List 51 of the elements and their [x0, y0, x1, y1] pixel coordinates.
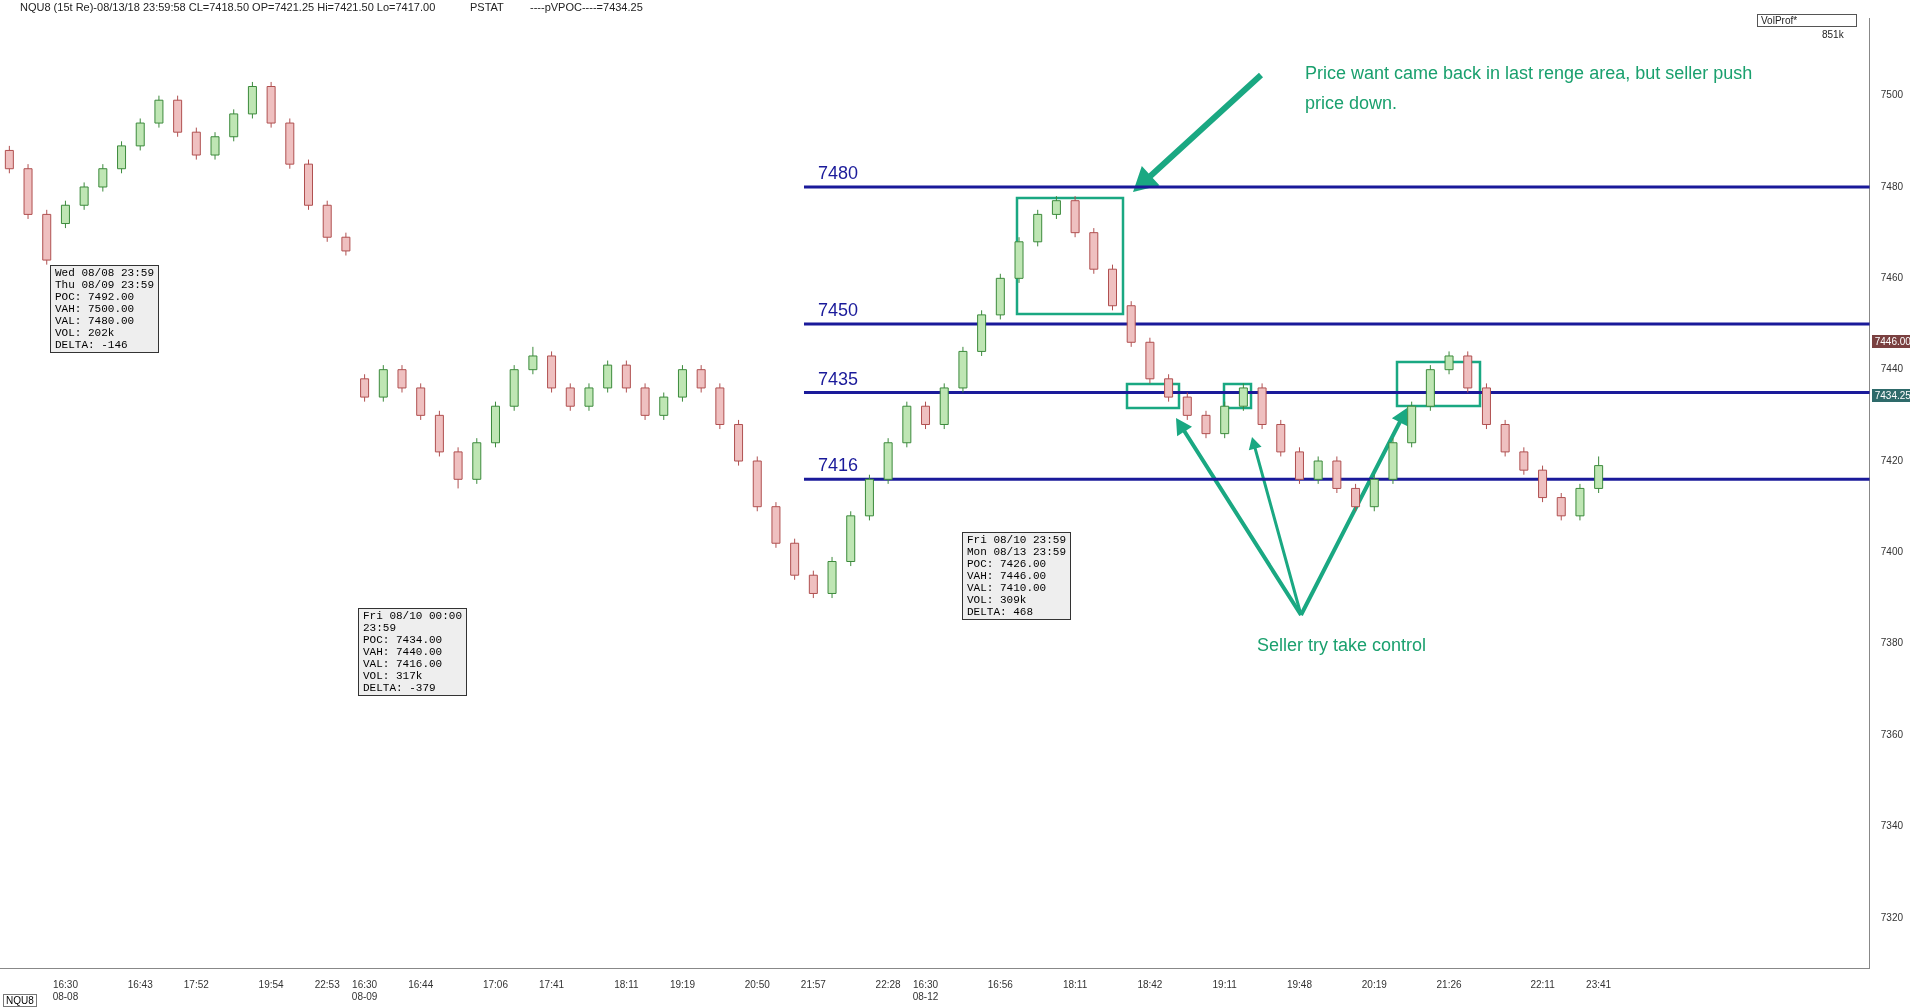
- x-tick-label: 20:50: [744, 978, 771, 990]
- x-tick-label: 16:56: [987, 978, 1014, 990]
- x-tick-label: 22:53: [314, 978, 341, 990]
- chart-title: NQU8 (15t Re)-08/13/18 23:59:58 CL=7418.50 OP=7421.25 Hi=7421.50 Lo=7417.00: [20, 1, 436, 13]
- ref-line-label: 7450: [817, 300, 859, 321]
- y-tick-label: 7480: [1880, 180, 1904, 192]
- x-tick-label: 17:52: [183, 978, 210, 990]
- x-tick-label: 16:30 08-12: [912, 978, 939, 1002]
- x-tick-label: 16:30 08-08: [52, 978, 79, 1002]
- annotation: 7434.25: [1871, 388, 1910, 402]
- x-tick-label: 18:11: [614, 978, 639, 990]
- annotation: Wed 08/08 23:59 Thu 08/09 23:59 POC: 7492.00 VAH: 7500.00 VAL: 7480.00 VOL: 202k DELTA: -146: [50, 265, 160, 353]
- x-tick-label: 18:11: [1062, 978, 1088, 990]
- y-tick-label: 7460: [1880, 272, 1904, 284]
- y-tick-label: 7320: [1880, 911, 1904, 923]
- text: NQU8: [3, 994, 37, 1007]
- ref-line-label: 7435: [817, 368, 859, 389]
- x-tick-label: 18:42: [1137, 978, 1163, 990]
- x-tick-label: 19:48: [1286, 978, 1313, 990]
- x-tick-label: 16:43: [127, 978, 154, 990]
- annotation: 7446.00: [1871, 335, 1910, 349]
- annotation: VolProf*: [1757, 14, 1857, 27]
- annotation: Fri 08/10 00:00 23:59 POC: 7434.00 VAH: 7440.00 VAL: 7416.00 VOL: 317k DELTA: -379: [358, 608, 468, 696]
- x-tick-label: 17:06: [482, 978, 509, 990]
- y-tick-label: 7340: [1880, 820, 1904, 832]
- y-tick-label: 7420: [1880, 454, 1904, 466]
- annotation: Fri 08/10 23:59 Mon 08/13 23:59 POC: 7426.00 VAH: 7446.00 VAL: 7410.00 VOL: 309k DELTA: 468: [962, 532, 1072, 620]
- text: PSTAT: [470, 1, 504, 13]
- x-tick-label: 16:44: [408, 978, 434, 990]
- y-tick-label: 7440: [1880, 363, 1904, 375]
- x-tick-label: 19:54: [258, 978, 285, 990]
- annotation: Price want came back in last renge area, but seller push price down.: [1305, 62, 1754, 115]
- x-tick-label: 20:19: [1361, 978, 1388, 990]
- x-tick-label: 23:41: [1586, 978, 1612, 990]
- y-tick-label: 7400: [1880, 546, 1904, 558]
- ref-line-label: 7480: [817, 162, 859, 183]
- x-tick-label: 19:19: [669, 978, 696, 990]
- y-tick-label: 7360: [1880, 728, 1904, 740]
- y-tick-label: 7380: [1880, 637, 1904, 649]
- x-tick-label: 21:57: [800, 978, 827, 990]
- x-tick-label: 19:11: [1212, 978, 1238, 990]
- x-tick-label: 17:41: [539, 978, 565, 990]
- text: ----pVPOC----=7434.25: [530, 1, 643, 13]
- annotation: Seller try take control: [1257, 635, 1427, 656]
- x-tick-label: 22:11: [1530, 978, 1556, 990]
- y-tick-label: 7500: [1880, 89, 1904, 101]
- annotation: 851k: [1822, 29, 1844, 40]
- x-tick-label: 21:26: [1436, 978, 1463, 990]
- x-tick-label: 16:30 08-09: [351, 978, 378, 1002]
- ref-line-label: 7416: [817, 455, 859, 476]
- x-tick-label: 22:28: [875, 978, 902, 990]
